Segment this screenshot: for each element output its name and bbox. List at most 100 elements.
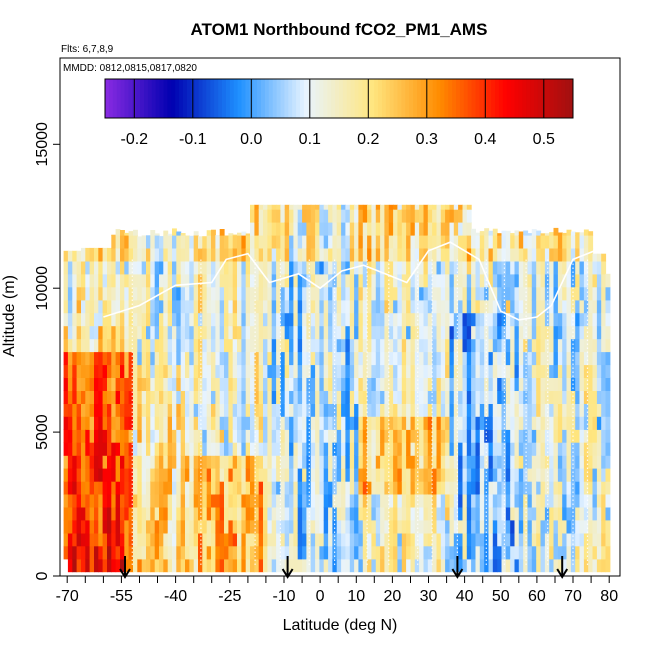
heatmap-cell: [237, 403, 242, 417]
heatmap-cell: [150, 416, 156, 430]
heatmap-cell: [206, 364, 212, 378]
heatmap-cell: [224, 273, 229, 288]
heatmap-cell: [397, 403, 403, 417]
heatmap-cell: [479, 235, 485, 249]
heatmap-cell: [267, 377, 273, 391]
heatmap-cell: [336, 455, 342, 469]
heatmap-cell: [63, 403, 69, 417]
heatmap-cell: [202, 377, 208, 391]
heatmap-cell: [319, 299, 325, 314]
heatmap-cell: [319, 377, 325, 391]
heatmap-cell: [393, 390, 398, 404]
heatmap-cell: [510, 468, 516, 482]
colorbar-tick-label: 0.3: [416, 131, 438, 148]
heatmap-cell: [98, 351, 104, 366]
heatmap-cell: [81, 260, 86, 275]
heatmap-cell: [427, 286, 433, 301]
heatmap-cell: [570, 351, 576, 366]
heatmap-cell: [466, 299, 472, 314]
heatmap-cell: [401, 442, 407, 456]
heatmap-cell: [163, 506, 169, 521]
heatmap-cell: [289, 429, 294, 443]
heatmap-cell: [219, 442, 225, 456]
heatmap-cell: [128, 231, 134, 236]
heatmap-cell: [328, 468, 333, 482]
heatmap-cell: [410, 416, 416, 430]
heatmap-cell: [375, 204, 381, 210]
heatmap-cell: [254, 506, 260, 521]
heatmap-cell: [384, 545, 390, 560]
heatmap-cell: [527, 273, 533, 288]
heatmap-cell: [462, 506, 468, 521]
heatmap-cell: [128, 481, 134, 495]
heatmap-cell: [293, 481, 299, 495]
heatmap-cell: [440, 273, 446, 288]
heatmap-cell: [133, 338, 138, 353]
heatmap-cell: [128, 455, 134, 469]
heatmap-cell: [189, 558, 195, 573]
heatmap-cell: [115, 455, 121, 469]
heatmap-cell: [306, 416, 312, 430]
heatmap-cell: [423, 532, 429, 547]
heatmap-cell: [185, 286, 190, 301]
colorbar-segment: [206, 79, 211, 118]
heatmap-cell: [388, 429, 394, 443]
heatmap-cell: [107, 286, 112, 301]
heatmap-cell: [458, 455, 463, 469]
heatmap-cell: [588, 442, 594, 456]
heatmap-cell: [505, 532, 511, 547]
heatmap-cell: [224, 429, 229, 443]
heatmap-cell: [319, 429, 325, 443]
heatmap-cell: [449, 481, 455, 495]
heatmap-cell: [219, 235, 225, 249]
heatmap-cell: [159, 325, 164, 340]
heatmap-cell: [284, 416, 290, 430]
heatmap-cell: [63, 299, 69, 314]
heatmap-cell: [154, 416, 160, 430]
heatmap-cell: [432, 338, 437, 353]
heatmap-cell: [232, 325, 238, 340]
heatmap-cell: [380, 312, 385, 327]
heatmap-cell: [336, 235, 342, 249]
heatmap-cell: [553, 338, 559, 353]
heatmap-cell: [453, 299, 459, 314]
heatmap-cell: [479, 403, 485, 417]
heatmap-cell: [419, 273, 424, 288]
heatmap-cell: [380, 558, 385, 573]
heatmap-cell: [319, 494, 325, 508]
heatmap-cell: [245, 403, 251, 417]
heatmap-cell: [310, 506, 316, 521]
heatmap-cell: [445, 390, 450, 404]
heatmap-cell: [111, 351, 117, 366]
heatmap-cell: [583, 364, 589, 378]
heatmap-cell: [150, 519, 156, 534]
heatmap-cell: [583, 286, 589, 301]
heatmap-cell: [98, 455, 104, 469]
heatmap-cell: [115, 235, 121, 249]
heatmap-cell: [410, 468, 416, 482]
heatmap-cell: [237, 468, 242, 482]
heatmap-cell: [458, 416, 463, 430]
heatmap-cell: [63, 351, 69, 366]
heatmap-cell: [289, 532, 294, 547]
heatmap-cell: [601, 299, 607, 314]
heatmap-cell: [328, 209, 333, 223]
heatmap-cell: [514, 558, 520, 573]
heatmap-cell: [332, 351, 338, 366]
heatmap-cell: [440, 416, 446, 430]
heatmap-cell: [367, 403, 372, 417]
heatmap-cell: [423, 377, 429, 391]
heatmap-cell: [276, 416, 281, 430]
heatmap-cell: [458, 222, 463, 236]
heatmap-cell: [336, 494, 342, 508]
heatmap-cell: [224, 235, 229, 249]
heatmap-cell: [102, 377, 108, 391]
heatmap-cell: [362, 481, 368, 495]
heatmap-cell: [562, 338, 568, 353]
heatmap-cell: [81, 558, 86, 573]
heatmap-cell: [527, 286, 533, 301]
heatmap-cell: [241, 532, 247, 547]
heatmap-cell: [258, 235, 264, 249]
heatmap-cell: [263, 455, 268, 469]
heatmap-cell: [553, 325, 559, 340]
